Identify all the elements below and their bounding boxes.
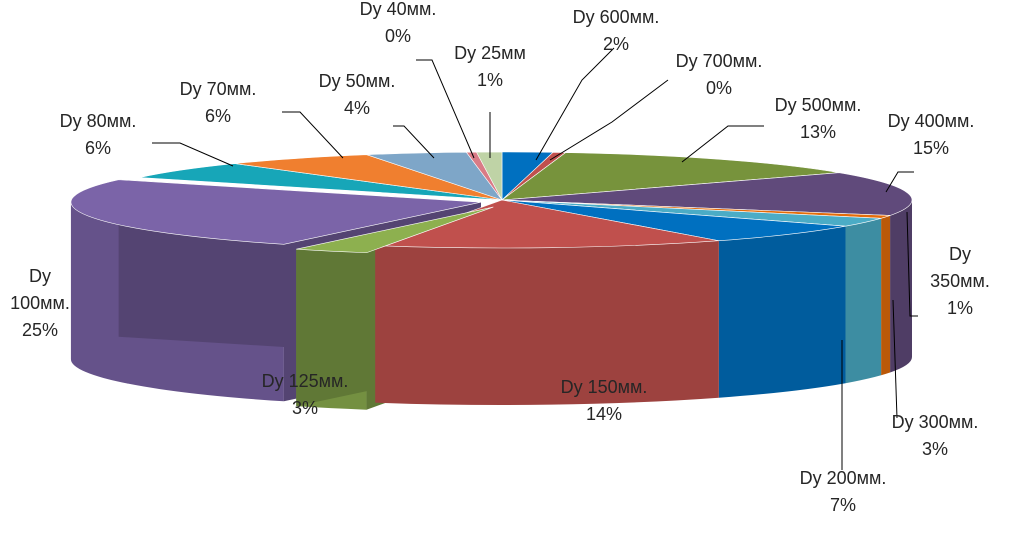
slice-label-5: Dy 300мм. 3% xyxy=(892,412,979,459)
slice-label-10: Dy 80мм. 6% xyxy=(60,111,137,158)
slice-label-9: Dy 100мм. 25% xyxy=(10,266,70,340)
leader-line-12 xyxy=(393,125,435,159)
slice-7 xyxy=(375,199,719,249)
slice-label-13: Dy 40мм. 0% xyxy=(360,0,437,46)
slice-14 xyxy=(475,151,503,201)
leader-line-11 xyxy=(282,111,344,159)
leader-line-0 xyxy=(535,47,615,161)
slice-2 xyxy=(500,152,840,201)
slice-label-1: Dy 700мм. 0% xyxy=(676,51,763,98)
slice-label-6: Dy 200мм. 7% xyxy=(800,468,887,515)
pie-tops xyxy=(70,151,913,254)
slice-side-4 xyxy=(881,215,891,376)
slice-label-0: Dy 600мм. 2% xyxy=(573,7,660,54)
slice-label-14: Dy 25мм 1% xyxy=(454,43,526,90)
slice-label-11: Dy 70мм. 6% xyxy=(180,79,257,126)
slice-side-6 xyxy=(718,226,846,398)
slice-side-5 xyxy=(845,218,882,384)
slice-side-3 xyxy=(890,200,912,373)
leader-line-1 xyxy=(549,79,669,161)
leader-line-3 xyxy=(885,171,914,193)
slice-6 xyxy=(501,199,846,242)
slice-side-7 xyxy=(375,240,719,405)
slice-11 xyxy=(234,154,503,201)
leader-line-10 xyxy=(152,142,234,167)
leader-line-5 xyxy=(892,299,898,419)
slice-label-4: Dy 350мм. 1% xyxy=(930,244,990,318)
leader-line-13 xyxy=(416,59,475,159)
leader-lines xyxy=(152,47,918,470)
slice-label-7: Dy 150мм. 14% xyxy=(561,377,648,424)
slice-label-8: Dy 125мм. 3% xyxy=(262,371,349,418)
slice-label-12: Dy 50мм. 4% xyxy=(319,71,396,118)
leader-line-4 xyxy=(906,211,918,317)
slice-label-2: Dy 500мм. 13% xyxy=(775,95,862,142)
leader-line-2 xyxy=(681,125,764,163)
slice-8 xyxy=(296,206,494,254)
slice-10 xyxy=(139,163,503,201)
slice-9 xyxy=(70,179,481,245)
slice-labels: Dy 600мм. 2% Dy 700мм. 0% Dy 500мм. 13% Dy 400… xyxy=(10,0,990,515)
slice-label-3: Dy 400мм. 15% xyxy=(888,111,975,158)
slice-3 xyxy=(501,172,913,216)
